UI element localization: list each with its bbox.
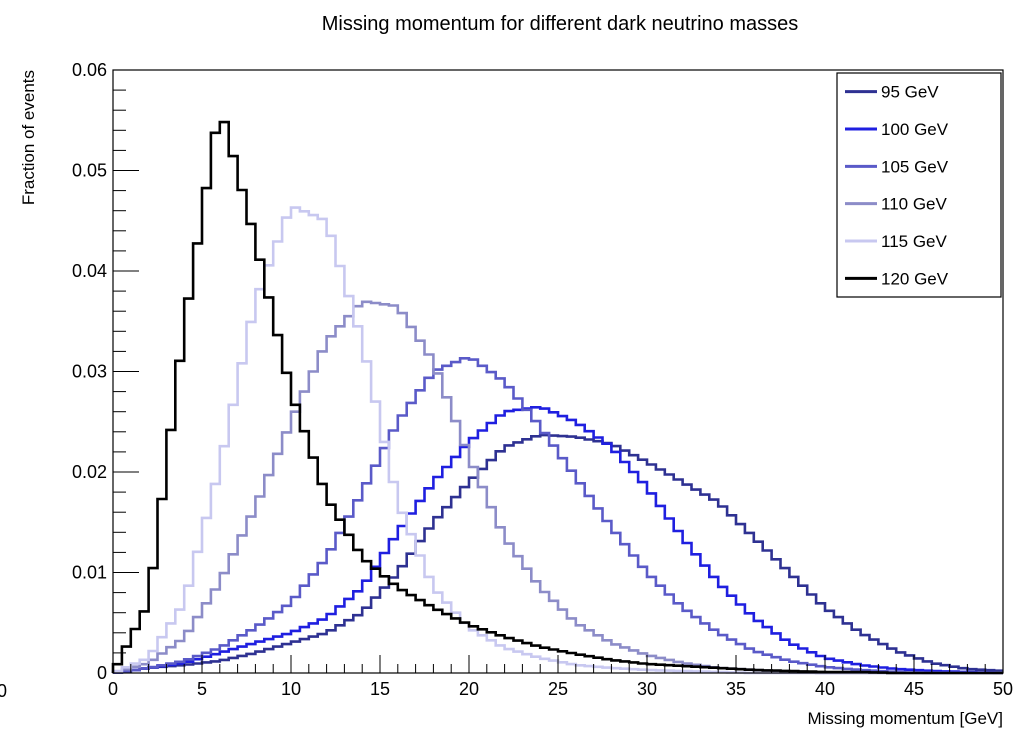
axes-layer: 0 5 10 15 20 25 30 35 40 45 50 0 0.01 0.02 0.03 0.04 0.0… [72, 60, 1013, 699]
series-line-1 [111, 433, 1003, 674]
y-tick-label: 0.04 [72, 261, 107, 281]
y-axis-label: Fraction of events [19, 70, 38, 205]
x-tick-label: 25 [548, 679, 568, 699]
legend-box [836, 72, 1002, 298]
x-tick-label: 45 [904, 679, 924, 699]
legend-label: 110 GeV [881, 195, 948, 214]
x-tick-label: 35 [726, 679, 746, 699]
legend-label: 105 GeV [881, 157, 949, 176]
x-tick-label: 0 [108, 679, 118, 699]
legend-label: 95 GeV [881, 83, 939, 102]
x-tick-label: 5 [197, 679, 207, 699]
stray-zero-label: 0 [0, 681, 7, 701]
series-layer [111, 120, 1003, 675]
series-line-2 [111, 406, 1003, 675]
y-tick-label: 0.05 [72, 161, 107, 181]
x-tick-label: 40 [815, 679, 835, 699]
legend-label: 120 GeV [881, 269, 949, 288]
x-tick-label: 10 [281, 679, 301, 699]
x-tick-label: 50 [993, 679, 1013, 699]
legend-label: 115 GeV [881, 232, 948, 251]
legend: 95 GeV 100 GeV 105 GeV 110 GeV 115 GeV 120 Ge… [836, 72, 1002, 298]
y-tick-label: 0.02 [72, 462, 107, 482]
legend-label: 100 GeV [881, 120, 949, 139]
chart-title: Missing momentum for different dark neut… [322, 13, 799, 35]
y-tick-label: 0.06 [72, 60, 107, 80]
x-axis-label: Missing momentum [GeV] [807, 709, 1003, 728]
series-line-6 [111, 120, 1003, 675]
x-tick-label: 20 [459, 679, 479, 699]
y-tick-label: 0.03 [72, 362, 107, 382]
x-tick-label: 15 [370, 679, 390, 699]
y-tick-label: 0 [97, 663, 107, 683]
x-tick-label: 30 [637, 679, 657, 699]
y-tick-label: 0.01 [72, 563, 107, 583]
